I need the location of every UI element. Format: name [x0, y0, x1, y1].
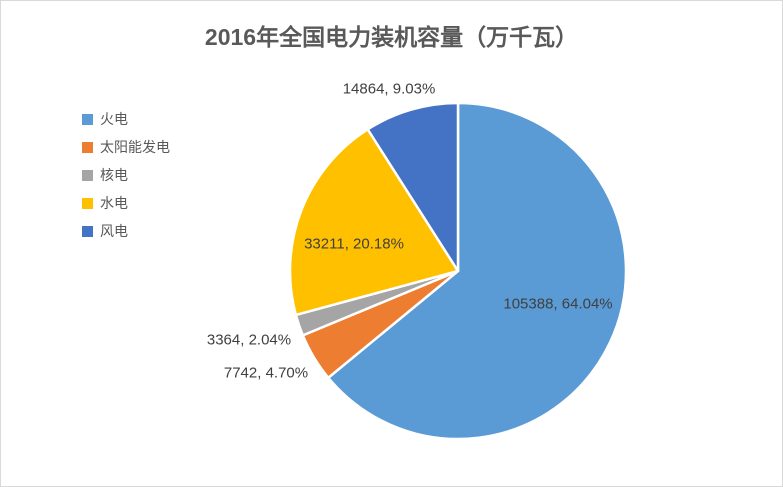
legend-label: 核电	[100, 167, 128, 183]
legend-item-风电[interactable]: 风电	[82, 217, 170, 245]
legend-swatch-icon	[82, 225, 93, 237]
legend-swatch-icon	[82, 169, 93, 181]
legend-swatch-icon	[82, 197, 93, 209]
legend-item-火电[interactable]: 火电	[82, 105, 170, 133]
legend-label: 水电	[100, 195, 128, 211]
legend-swatch-icon	[82, 113, 93, 125]
legend-item-核电[interactable]: 核电	[82, 161, 170, 189]
pie-slice-风电[interactable]	[366, 101, 460, 273]
legend-item-太阳能发电[interactable]: 太阳能发电	[82, 133, 170, 161]
legend-label: 太阳能发电	[100, 139, 170, 155]
legend-item-水电[interactable]: 水电	[82, 189, 170, 217]
chart-title: 2016年全国电力装机容量（万千瓦）	[204, 24, 579, 50]
legend-swatch-icon	[82, 141, 93, 153]
legend-label: 风电	[100, 223, 128, 239]
legend: 火电太阳能发电核电水电风电	[82, 105, 170, 245]
pie-slice-火电[interactable]	[327, 101, 628, 441]
legend-label: 火电	[100, 111, 128, 127]
pie-slice-水电[interactable]	[288, 128, 460, 317]
